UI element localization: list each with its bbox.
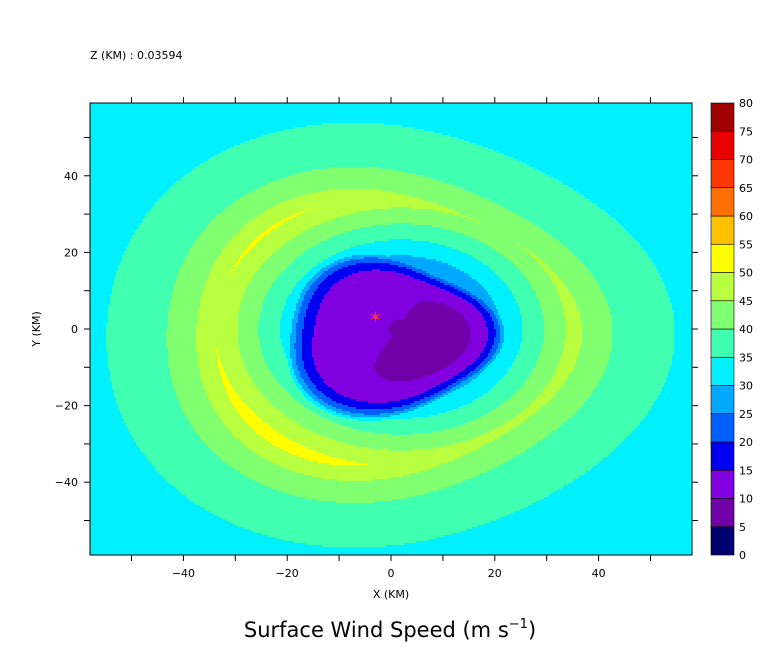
height-annotation: Z (KM) : 0.03594: [90, 49, 183, 62]
plot-area: ✶: [90, 103, 693, 556]
contour-field: [90, 103, 693, 556]
